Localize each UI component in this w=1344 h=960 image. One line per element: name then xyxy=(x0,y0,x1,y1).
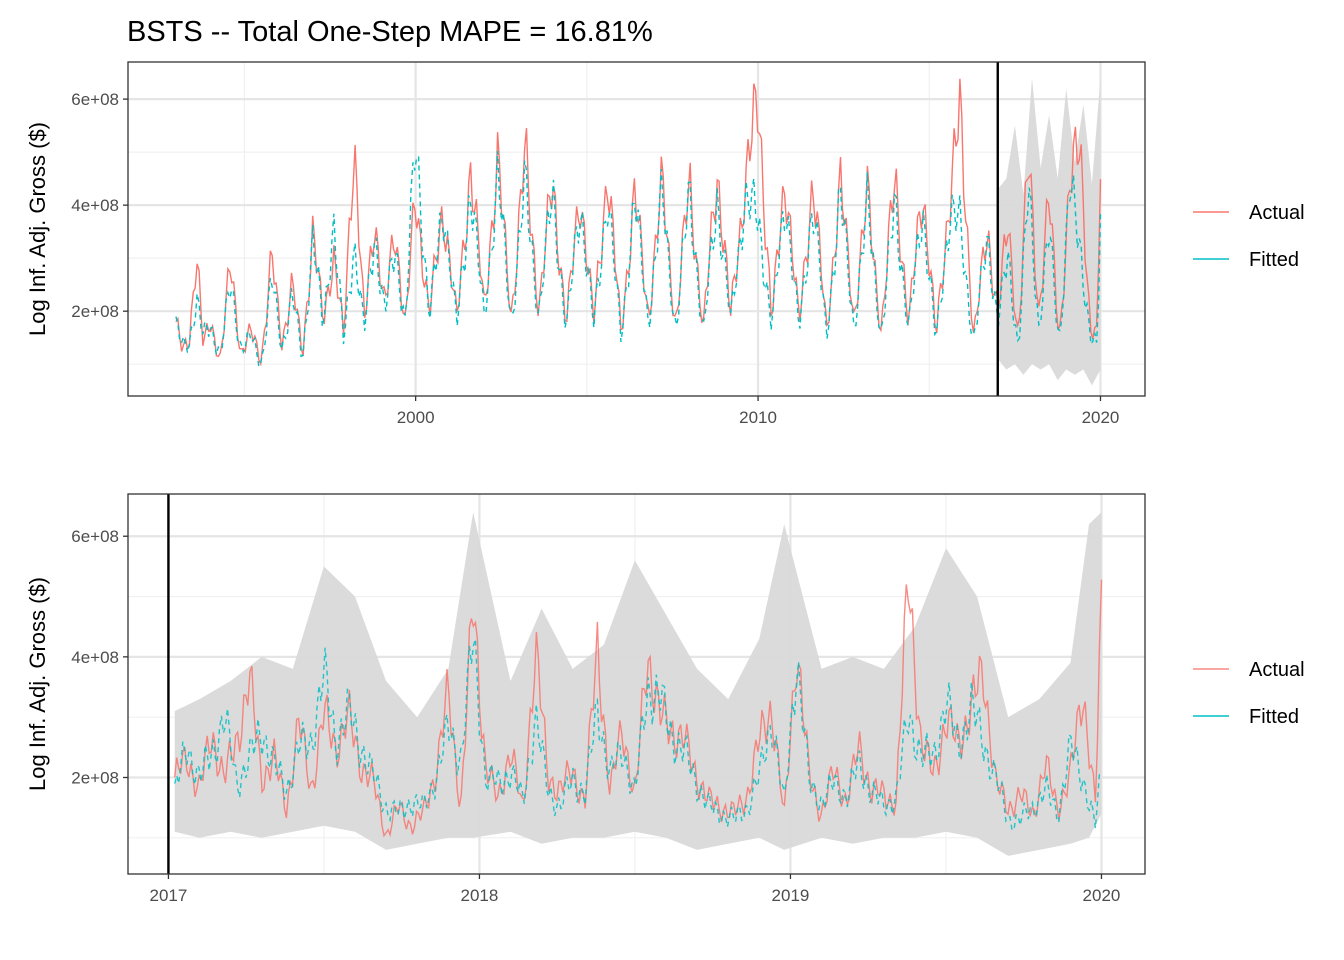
series-line-actual xyxy=(174,579,1103,838)
y-axis-title: Log Inf. Adj. Gross ($) xyxy=(25,122,50,336)
legend-label-actual: Actual xyxy=(1249,202,1305,224)
prediction-interval-ribbon xyxy=(997,77,1101,386)
bottom-panel: 2017 2018 2019 2020 2e+08 4e+08 6e+08 Log Inf. … xyxy=(25,493,1146,905)
legend-label-fitted: Fitted xyxy=(1249,706,1299,728)
x-tick-label: 2017 xyxy=(150,886,188,905)
panel-border xyxy=(127,61,1146,397)
x-tick-label: 2010 xyxy=(739,408,777,427)
y-tick-label: 4e+08 xyxy=(71,648,119,667)
y-tick-label: 2e+08 xyxy=(71,768,119,787)
y-axis-title: Log Inf. Adj. Gross ($) xyxy=(25,577,50,791)
x-tick-label: 2019 xyxy=(772,886,810,905)
top-legend: Actual Fitted xyxy=(1193,202,1305,271)
prediction-interval-ribbon xyxy=(174,512,1102,856)
bottom-legend: Actual Fitted xyxy=(1193,659,1305,728)
x-tick-label: 2020 xyxy=(1083,886,1121,905)
top-panel: 2000 2010 2020 2e+08 4e+08 6e+08 Log Inf. Adj.… xyxy=(25,61,1146,427)
y-tick-label: 2e+08 xyxy=(71,302,119,321)
series-line-actual xyxy=(175,78,1102,367)
x-tick-label: 2000 xyxy=(397,408,435,427)
x-tick-label: 2018 xyxy=(461,886,499,905)
legend-label-fitted: Fitted xyxy=(1249,249,1299,271)
legend-label-actual: Actual xyxy=(1249,659,1305,681)
y-tick-label: 6e+08 xyxy=(71,90,119,109)
y-tick-label: 6e+08 xyxy=(71,527,119,546)
plot-title: BSTS -- Total One-Step MAPE = 16.81% xyxy=(127,16,653,48)
y-tick-label: 4e+08 xyxy=(71,196,119,215)
series-line-fitted xyxy=(174,638,1102,831)
series-line-fitted xyxy=(175,150,1102,368)
panel-border xyxy=(127,493,1146,875)
x-tick-label: 2020 xyxy=(1082,408,1120,427)
